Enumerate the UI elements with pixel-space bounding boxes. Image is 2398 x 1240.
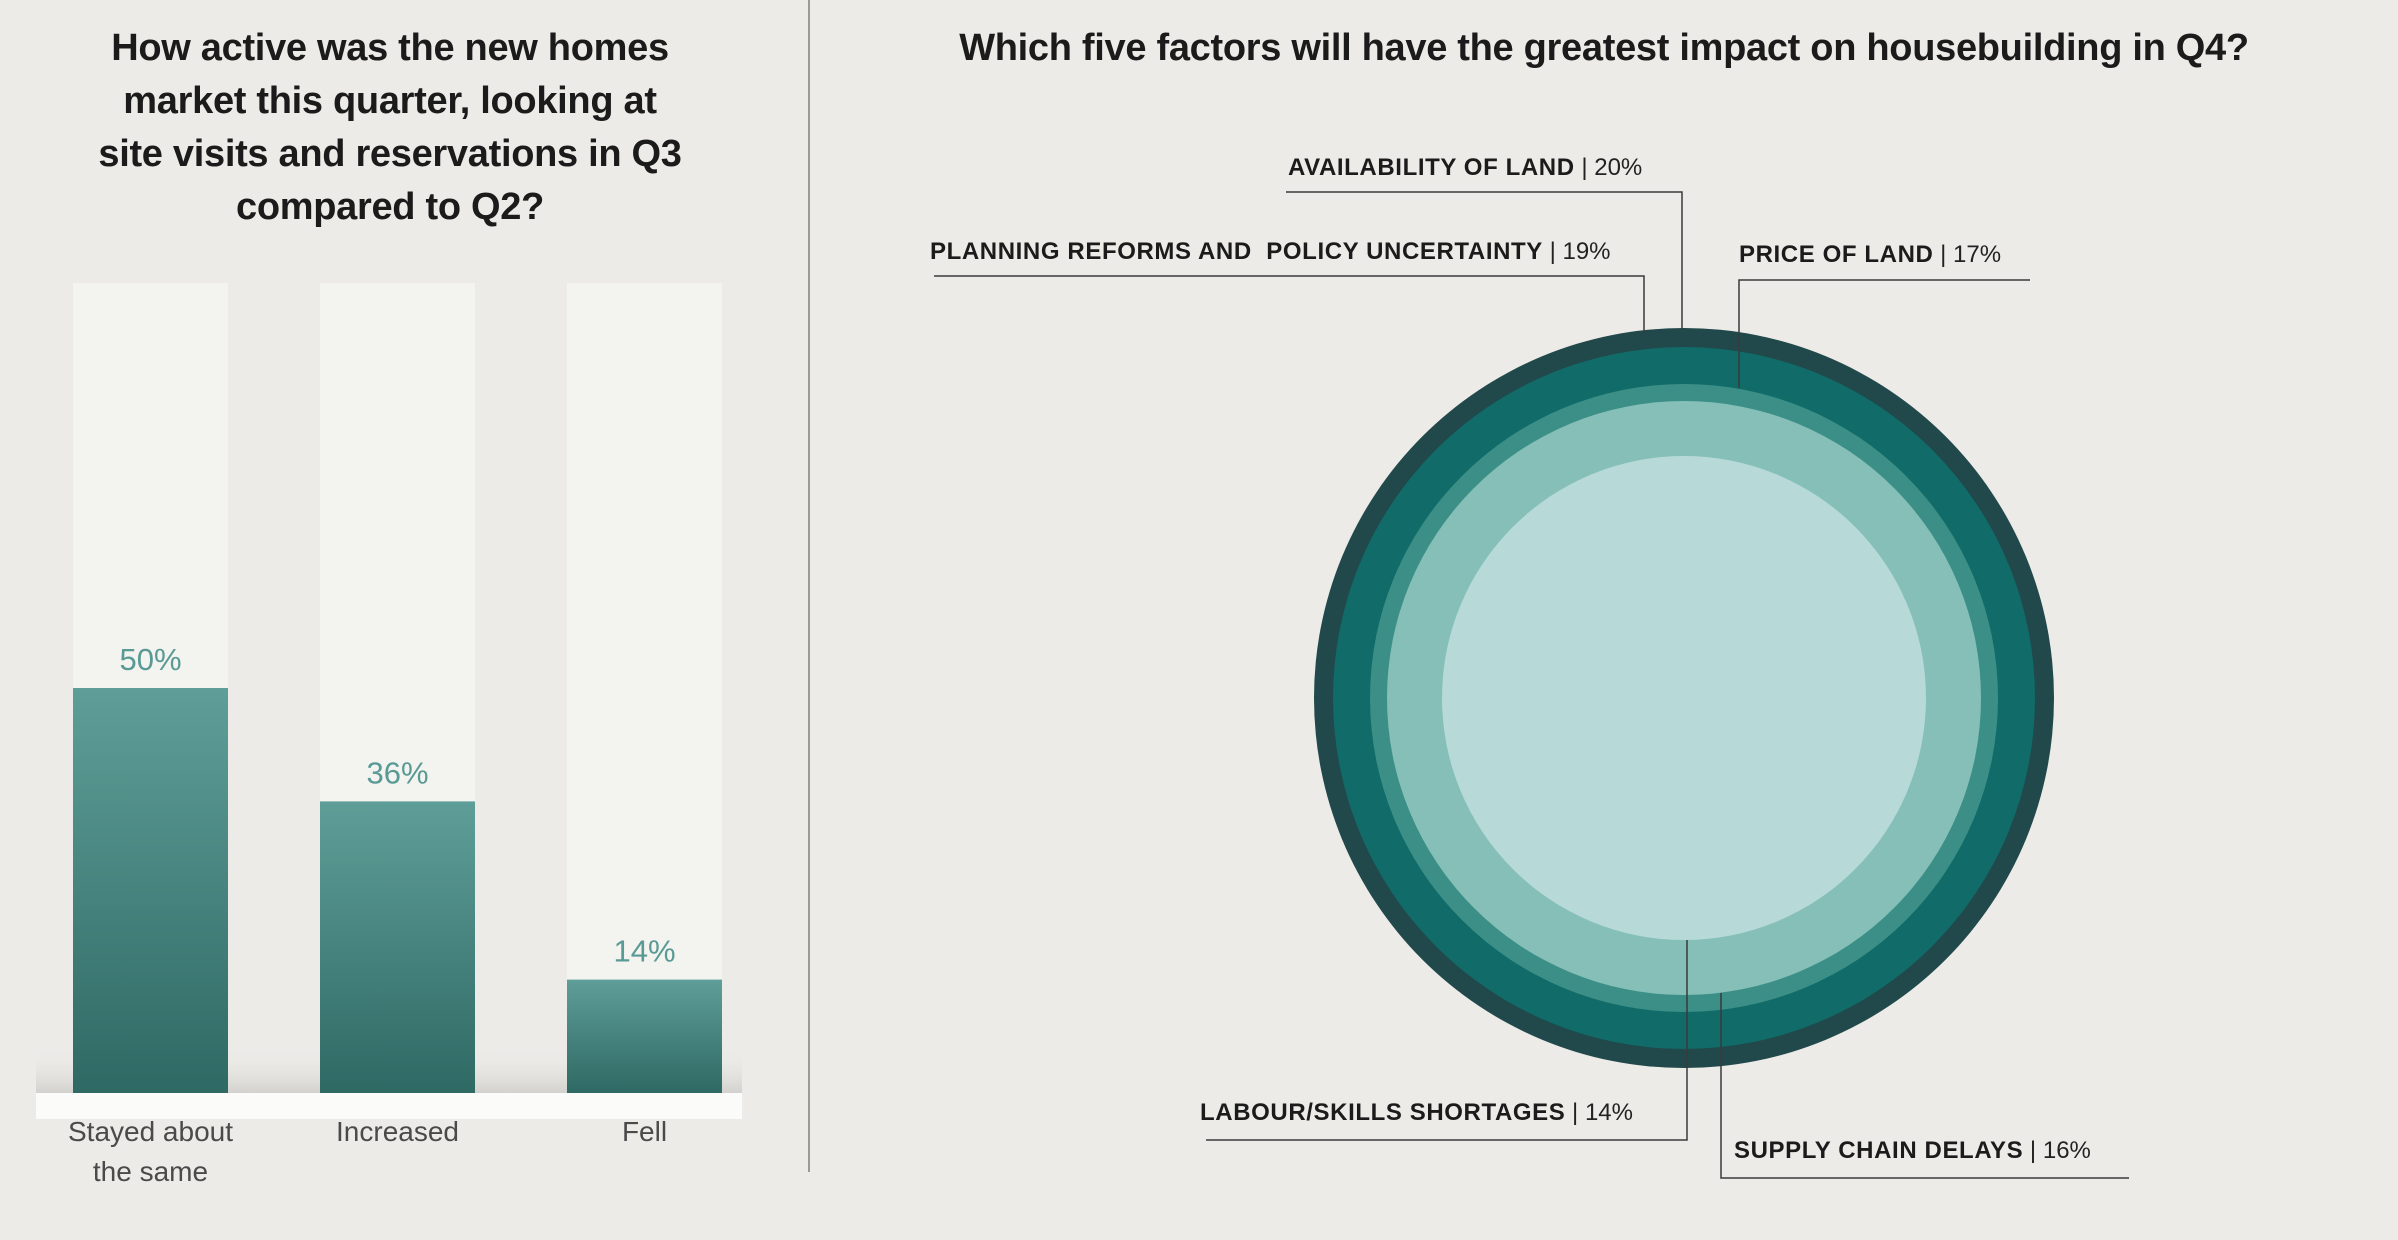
callout-value: 17%	[1953, 241, 2002, 268]
ring-labour-skills-shortages	[1442, 456, 1926, 940]
left-title-line: market this quarter, looking at	[123, 80, 657, 122]
callout-value: 19%	[1562, 238, 1611, 265]
left-title-line: compared to Q2?	[236, 186, 544, 228]
callout-value: 16%	[2042, 1137, 2091, 1164]
bar-track	[567, 283, 722, 1093]
left-title-line: How active was the new homes	[111, 27, 669, 69]
callout-availability-of-land: AVAILABILITY OF LAND | 20%	[1288, 154, 1643, 181]
category-label: Fell	[545, 1112, 745, 1152]
callout-label: PRICE OF LAND	[1739, 241, 1934, 268]
callout-value: 20%	[1594, 154, 1643, 181]
category-label-line: the same	[92, 1156, 209, 1187]
bar-chart: 50% 36% 14%	[36, 283, 742, 1119]
callout-supply-chain-delays: SUPPLY CHAIN DELAYS | 16%	[1734, 1137, 2091, 1164]
callout-price-of-land: PRICE OF LAND | 17%	[1739, 241, 2002, 268]
bar-value-label: 36%	[366, 755, 428, 790]
bar-value-label: 14%	[613, 934, 675, 969]
leader-planning-reforms	[934, 275, 1645, 333]
callout-label: LABOUR/SKILLS SHORTAGES	[1200, 1099, 1566, 1126]
right-chart-title: Which five factors will have the greates…	[959, 27, 2249, 69]
left-chart-title: How active was the new homes market this…	[40, 22, 740, 234]
bar-increased	[320, 801, 475, 1093]
callout-planning-reforms: PLANNING REFORMS AND POLICY UNCERTAINTY …	[930, 238, 1611, 265]
category-label-line: Stayed about	[67, 1116, 234, 1147]
leader-availability-of-land	[1286, 191, 1683, 330]
callout-label: SUPPLY CHAIN DELAYS	[1734, 1137, 2024, 1164]
callout-labour-skills-shortages: LABOUR/SKILLS SHORTAGES | 14%	[1200, 1099, 1633, 1126]
right-chart-panel: Which five factors will have the greates…	[810, 0, 2398, 1240]
ring-chart	[934, 191, 2129, 1179]
callout-label: AVAILABILITY OF LAND	[1288, 154, 1575, 181]
category-label-line: Fell	[621, 1116, 668, 1147]
callout-value: 14%	[1584, 1099, 1633, 1126]
bar-fell	[567, 979, 722, 1093]
category-label: Stayed about the same	[51, 1112, 251, 1192]
left-chart-panel: How active was the new homes market this…	[0, 0, 808, 1240]
category-label: Increased	[298, 1112, 498, 1152]
chart-baseline-strip	[36, 1093, 742, 1119]
callout-label: PLANNING REFORMS AND POLICY UNCERTAINTY	[930, 238, 1543, 265]
category-label-line: Increased	[336, 1116, 459, 1147]
left-title-line: site visits and reservations in Q3	[98, 133, 682, 175]
leader-price-of-land	[1738, 279, 2030, 388]
bar-value-label: 50%	[119, 642, 181, 677]
panel-divider	[808, 0, 810, 1172]
leader-supply-chain-delays	[1720, 993, 2129, 1179]
leader-labour-skills-shortages	[1206, 940, 1688, 1141]
bar-stayed-about-the-same	[73, 688, 228, 1093]
